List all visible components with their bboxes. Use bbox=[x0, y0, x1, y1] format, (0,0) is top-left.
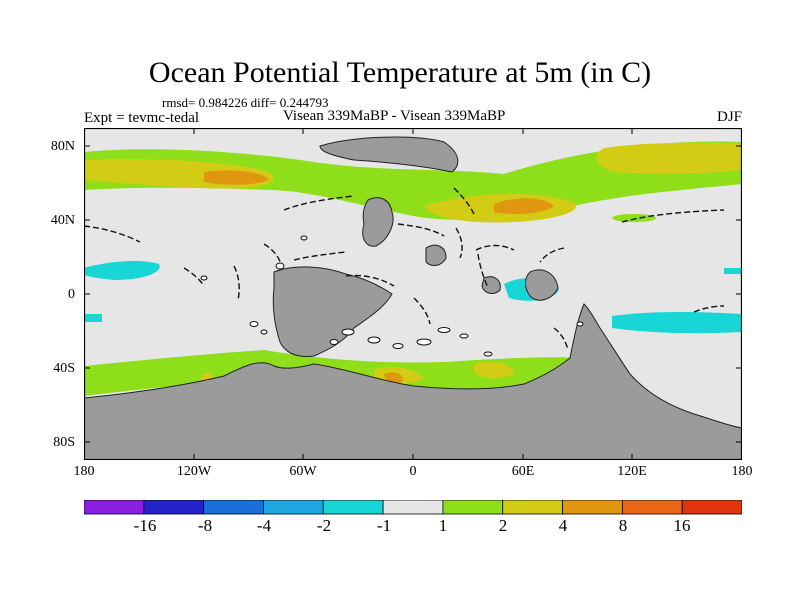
lon-tick-120e: 120E bbox=[617, 464, 647, 479]
colorbar-label: -1 bbox=[376, 516, 392, 535]
anomaly-south-orange bbox=[384, 372, 403, 383]
colorbar-label: 4 bbox=[558, 516, 568, 535]
land-siberia bbox=[425, 244, 447, 266]
colorbar-swatch bbox=[322, 500, 384, 515]
season-label: DJF bbox=[716, 109, 742, 125]
land-gondwana bbox=[84, 303, 742, 460]
colorbar-swatch bbox=[203, 500, 264, 515]
axis-ticks bbox=[84, 128, 742, 460]
colorbar-label: -8 bbox=[197, 516, 213, 535]
lon-tick-0: 0 bbox=[409, 464, 417, 479]
anomaly-cyan-west-pacific bbox=[84, 261, 160, 280]
lon-tick-60e: 60E bbox=[511, 464, 535, 479]
lon-tick-180w: 180 bbox=[73, 464, 95, 479]
lat-tick-80n: 80N bbox=[50, 139, 75, 154]
small-islands bbox=[200, 235, 584, 357]
lon-tick-60w: 60W bbox=[289, 464, 317, 479]
land-north-china bbox=[525, 269, 559, 301]
land-masses bbox=[84, 136, 742, 460]
lat-tick-40s: 40S bbox=[53, 361, 75, 376]
anomaly-north-orange-east bbox=[494, 198, 554, 214]
colorbar-swatch bbox=[442, 500, 504, 515]
colorbar-swatch bbox=[621, 500, 683, 515]
colorbar-label: -4 bbox=[256, 516, 272, 535]
colorbar-label: 8 bbox=[618, 516, 628, 535]
colorbar-swatch bbox=[143, 500, 205, 515]
map-panel bbox=[84, 128, 742, 460]
land-north-polar bbox=[319, 136, 459, 173]
colorbar-swatch bbox=[382, 500, 444, 515]
anomaly-north-orange-west bbox=[204, 170, 269, 185]
anomaly-cyan-edge bbox=[84, 314, 102, 322]
colorbar-swatch bbox=[84, 500, 145, 515]
anomaly-cyan-east-ocean bbox=[612, 312, 742, 334]
lat-tick-80s: 80S bbox=[53, 435, 75, 450]
coastline-fragments bbox=[84, 187, 725, 351]
anomaly-north-band bbox=[84, 141, 742, 220]
lon-tick-180e: 180 bbox=[731, 464, 753, 479]
colorbar-label: 1 bbox=[438, 516, 448, 535]
anomaly-patch-40n bbox=[612, 214, 656, 222]
anomaly-north-yellow-far-east bbox=[596, 142, 742, 175]
colorbar bbox=[84, 500, 742, 515]
anomaly-south-yellow-3 bbox=[474, 361, 514, 379]
colorbar-label: 16 bbox=[673, 516, 691, 535]
plot-title: Ocean Potential Temperature at 5m (in C) bbox=[148, 56, 652, 89]
comparison-label: Visean 339MaBP - Visean 339MaBP bbox=[283, 108, 506, 124]
land-north-island bbox=[362, 197, 394, 247]
land-laurussia bbox=[272, 266, 393, 357]
stats-text: rmsd= 0.984226 diff= 0.244793 bbox=[162, 95, 329, 110]
colorbar-swatch bbox=[562, 500, 623, 515]
colorbar-label: -2 bbox=[316, 516, 332, 535]
colorbar-label: 2 bbox=[498, 516, 508, 535]
colorbar-swatch bbox=[263, 500, 324, 515]
colorbar-label: -16 bbox=[133, 516, 157, 535]
colorbar-swatch bbox=[502, 500, 563, 515]
land-kazakhstania bbox=[481, 276, 501, 294]
lat-tick-40n: 40N bbox=[50, 213, 75, 228]
experiment-label: Expt = tevmc-tedal bbox=[84, 110, 200, 126]
lon-tick-120w: 120W bbox=[176, 464, 212, 479]
colorbar-swatch bbox=[681, 500, 742, 515]
anomaly-cyan-edge-right bbox=[724, 268, 742, 274]
lat-tick-0: 0 bbox=[68, 287, 75, 302]
